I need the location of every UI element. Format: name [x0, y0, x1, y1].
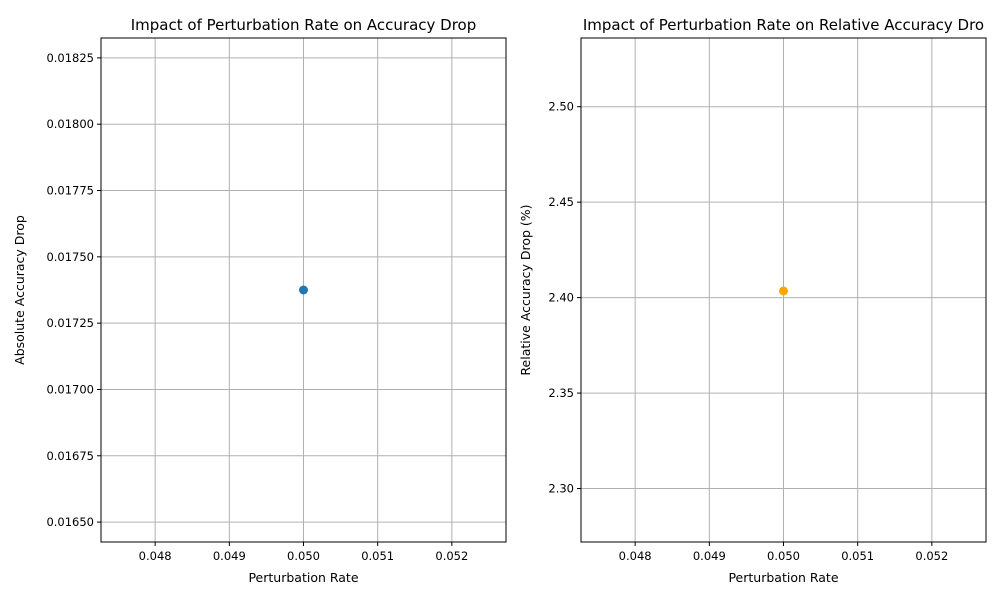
x-tick-label: 0.049 [213, 549, 246, 563]
y-axis-label: Relative Accuracy Drop (%) [518, 204, 533, 375]
y-tick-label: 0.01825 [46, 51, 94, 65]
x-tick-label: 0.051 [361, 549, 394, 563]
y-tick-label: 0.01650 [46, 515, 94, 529]
x-axis-label: Perturbation Rate [728, 570, 838, 585]
plot-area-frame [100, 37, 507, 543]
plot-area-frame [580, 37, 987, 543]
y-tick-label: 0.01700 [46, 382, 94, 396]
x-tick-label: 0.052 [435, 549, 468, 563]
y-tick-label: 0.01675 [46, 449, 94, 463]
chart-title: Impact of Perturbation Rate on Accuracy … [131, 16, 477, 34]
y-tick-label: 2.45 [548, 195, 574, 209]
y-tick-label: 0.01775 [46, 184, 94, 198]
x-tick-label: 0.048 [139, 549, 172, 563]
y-tick-label: 2.50 [548, 100, 574, 114]
x-tick-label: 0.052 [915, 549, 948, 563]
x-tick-label: 0.050 [287, 549, 320, 563]
x-tick-label: 0.050 [767, 549, 800, 563]
data-point [779, 286, 788, 296]
y-tick-label: 0.01725 [46, 316, 94, 330]
data-point [299, 285, 308, 295]
chart-panel-relative-accuracy-drop: 0.048 0.049 0.050 0.051 0.052 2.30 2.35 2.40 2.4… [518, 16, 987, 585]
x-tick-label: 0.048 [619, 549, 652, 563]
chart-panel-accuracy-drop: 0.048 0.049 0.050 0.051 0.052 0.01650 0.01675 0… [12, 16, 507, 585]
x-tick-label: 0.051 [841, 549, 874, 563]
x-axis-label: Perturbation Rate [248, 570, 358, 585]
y-tick-label: 2.30 [548, 482, 574, 496]
x-tick-label: 0.049 [693, 549, 726, 563]
y-tick-label: 0.01800 [46, 117, 94, 131]
y-axis-label: Absolute Accuracy Drop [12, 215, 27, 365]
y-tick-label: 2.40 [548, 291, 574, 305]
y-tick-label: 2.35 [548, 386, 574, 400]
y-tick-label: 0.01750 [46, 250, 94, 264]
chart-title: Impact of Perturbation Rate on Relative … [583, 16, 984, 34]
